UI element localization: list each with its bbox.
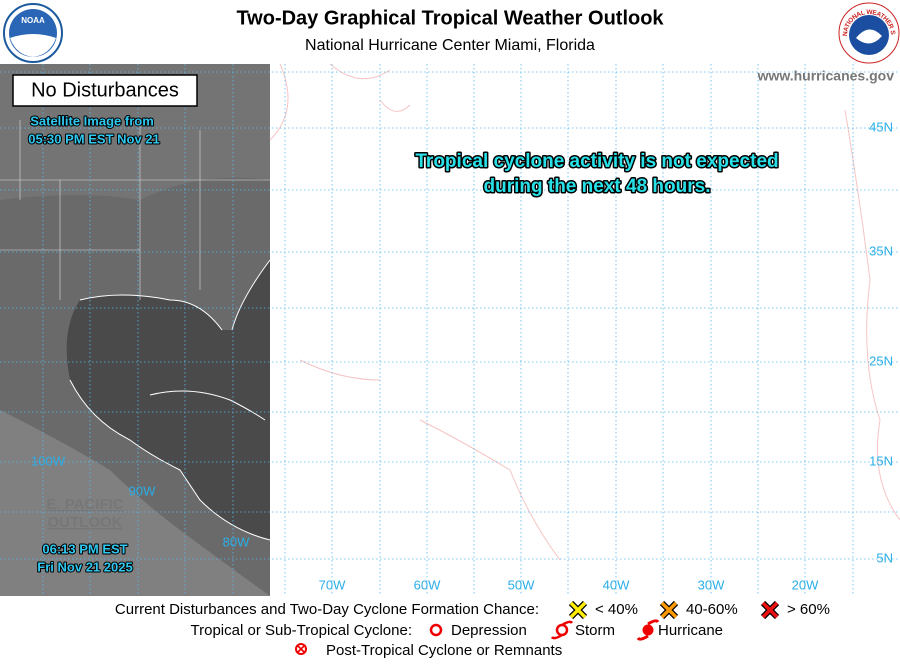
status-box [12, 74, 198, 107]
latitude-label: 45N [869, 119, 893, 134]
noaa-logo-text: NOAA [21, 16, 45, 25]
noaa-logo: NOAA [3, 3, 63, 63]
legend-row2-label: Tropical or Sub-Tropical Cyclone: [191, 622, 412, 639]
latitude-label: 15N [869, 453, 893, 468]
message-line-2: during the next 48 hours. [484, 176, 711, 197]
website: www.hurricanes.gov [757, 68, 895, 84]
legend: Current Disturbances and Two-Day Cyclone… [115, 600, 830, 659]
satellite-time: 05:30 PM EST Nov 21 [28, 131, 160, 146]
legend-post-tropical: Post-Tropical Cyclone or Remnants [326, 642, 562, 659]
pacific-link-line-2[interactable]: OUTLOOK [48, 514, 123, 531]
status-text: No Disturbances [31, 79, 179, 101]
pacific-longitude-label: 80W [223, 534, 250, 549]
legend-chance-low: < 40% [595, 601, 638, 618]
longitude-label: 70W [319, 577, 346, 592]
legend-chance-high: > 60% [787, 601, 830, 618]
message-line-1: Tropical cyclone activity is not expecte… [415, 151, 778, 172]
page-subtitle: National Hurricane Center Miami, Florida [305, 37, 595, 54]
legend-depression: Depression [451, 622, 527, 639]
pacific-longitude-label: 100W [31, 453, 66, 468]
coastline-outline [269, 63, 900, 561]
longitude-label: 50W [508, 577, 535, 592]
latitude-label: 35N [869, 243, 893, 258]
legend-hurricane: Hurricane [658, 622, 723, 639]
icon-high [761, 601, 779, 619]
latitude-label: 25N [869, 353, 893, 368]
icon-mid [660, 601, 678, 619]
lat-lon-grid: 45N 35N 25N 15N 5N 70W 60W 50W 40W 30W 20W 100W 90W 8… [0, 64, 900, 596]
latitude-label: 5N [876, 550, 893, 565]
coastline [69, 259, 271, 541]
issue-date: Fri Nov 21 2025 [37, 559, 132, 574]
page-title: Two-Day Graphical Tropical Weather Outlo… [236, 7, 664, 29]
issue-time: 06:13 PM EST [42, 541, 127, 556]
pacific-link-line-1[interactable]: E. PACIFIC [46, 496, 123, 513]
map: 45N 35N 25N 15N 5N 70W 60W 50W 40W 30W 20W 100W 90W 8… [0, 63, 900, 596]
icon-depression [429, 623, 443, 637]
state-borders [0, 120, 270, 300]
satellite-label: Satellite Image from [30, 113, 154, 128]
legend-storm: Storm [575, 622, 615, 639]
longitude-label: 30W [698, 577, 725, 592]
icon-low [569, 601, 587, 619]
legend-chance-mid: 40-60% [686, 601, 738, 618]
icon-hurricane [636, 619, 660, 641]
pacific-longitude-label: 90W [129, 483, 156, 498]
pacific-cloud [0, 410, 270, 596]
icon-storm [550, 620, 574, 640]
longitude-label: 60W [414, 577, 441, 592]
longitude-label: 20W [792, 577, 819, 592]
legend-row1-label: Current Disturbances and Two-Day Cyclone… [115, 601, 539, 618]
longitude-label: 40W [603, 577, 630, 592]
icon-post-tropical [295, 643, 307, 655]
